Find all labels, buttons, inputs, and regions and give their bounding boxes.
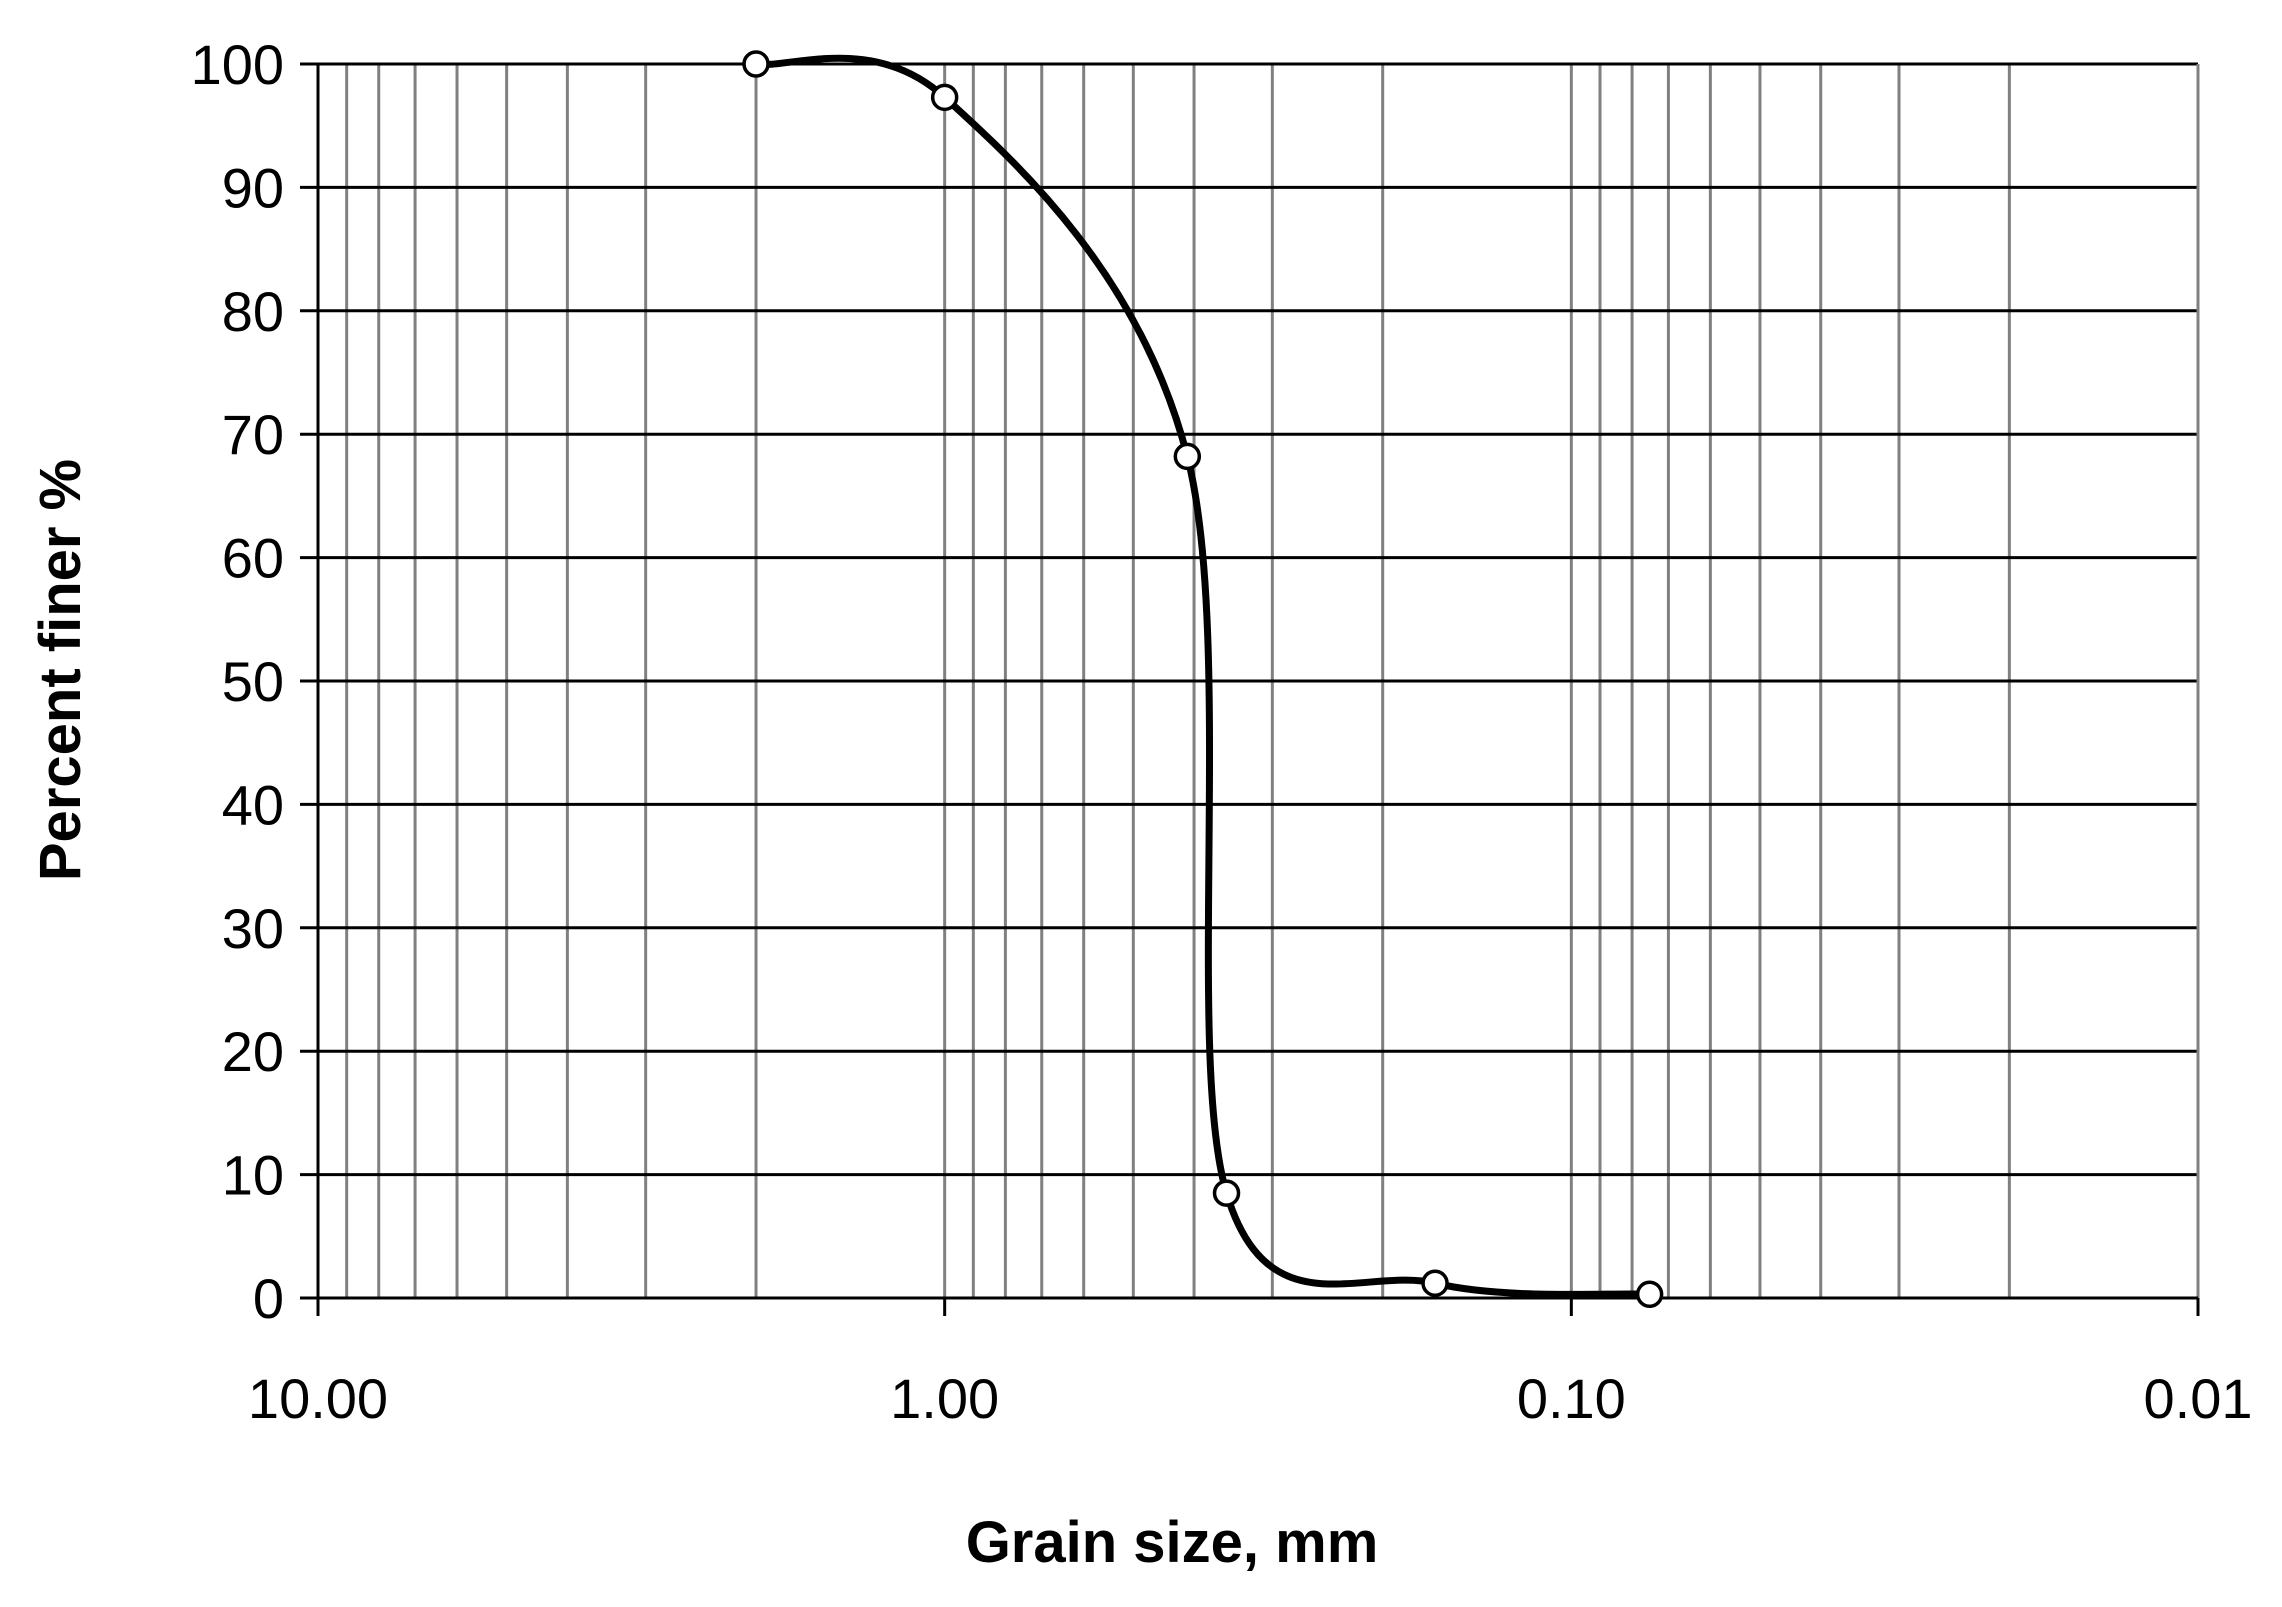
y-tick-label: 70 — [222, 403, 284, 466]
x-tick-label: 0.10 — [1517, 1367, 1626, 1430]
y-tick-label: 20 — [222, 1020, 284, 1083]
y-tick-label: 40 — [222, 773, 284, 836]
axes — [316, 64, 2200, 1316]
major-gridlines — [300, 62, 2200, 1300]
x-axis-title: Grain size, mm — [966, 1510, 1379, 1575]
data-point — [1635, 1280, 1664, 1309]
y-tick-label: 50 — [222, 650, 284, 713]
y-tick-label: 30 — [222, 897, 284, 960]
data-point — [930, 83, 959, 112]
x-tick-label: 0.01 — [2144, 1367, 2253, 1430]
y-tick-label: 90 — [222, 156, 284, 219]
y-tick-label: 10 — [222, 1144, 284, 1207]
data-point — [1421, 1269, 1449, 1297]
y-tick-label: 80 — [222, 280, 284, 343]
y-axis-title: Percent finer % — [28, 459, 93, 881]
data-point — [1212, 1179, 1241, 1207]
y-tick-label: 60 — [222, 527, 284, 590]
y-tick-labels: 0 10 20 30 40 50 60 70 80 90 100 — [191, 33, 284, 1330]
x-tick-label: 10.00 — [248, 1367, 388, 1430]
data-point — [742, 50, 770, 78]
series-layer — [742, 50, 1664, 1309]
x-tick-label: 1.00 — [890, 1367, 999, 1430]
y-tick-label: 0 — [253, 1267, 284, 1330]
x-tick-labels: 10.00 1.00 0.10 0.01 — [248, 1367, 2253, 1430]
y-tick-label: 100 — [191, 33, 284, 96]
data-point — [1173, 442, 1202, 471]
series-line — [755, 54, 1650, 1298]
